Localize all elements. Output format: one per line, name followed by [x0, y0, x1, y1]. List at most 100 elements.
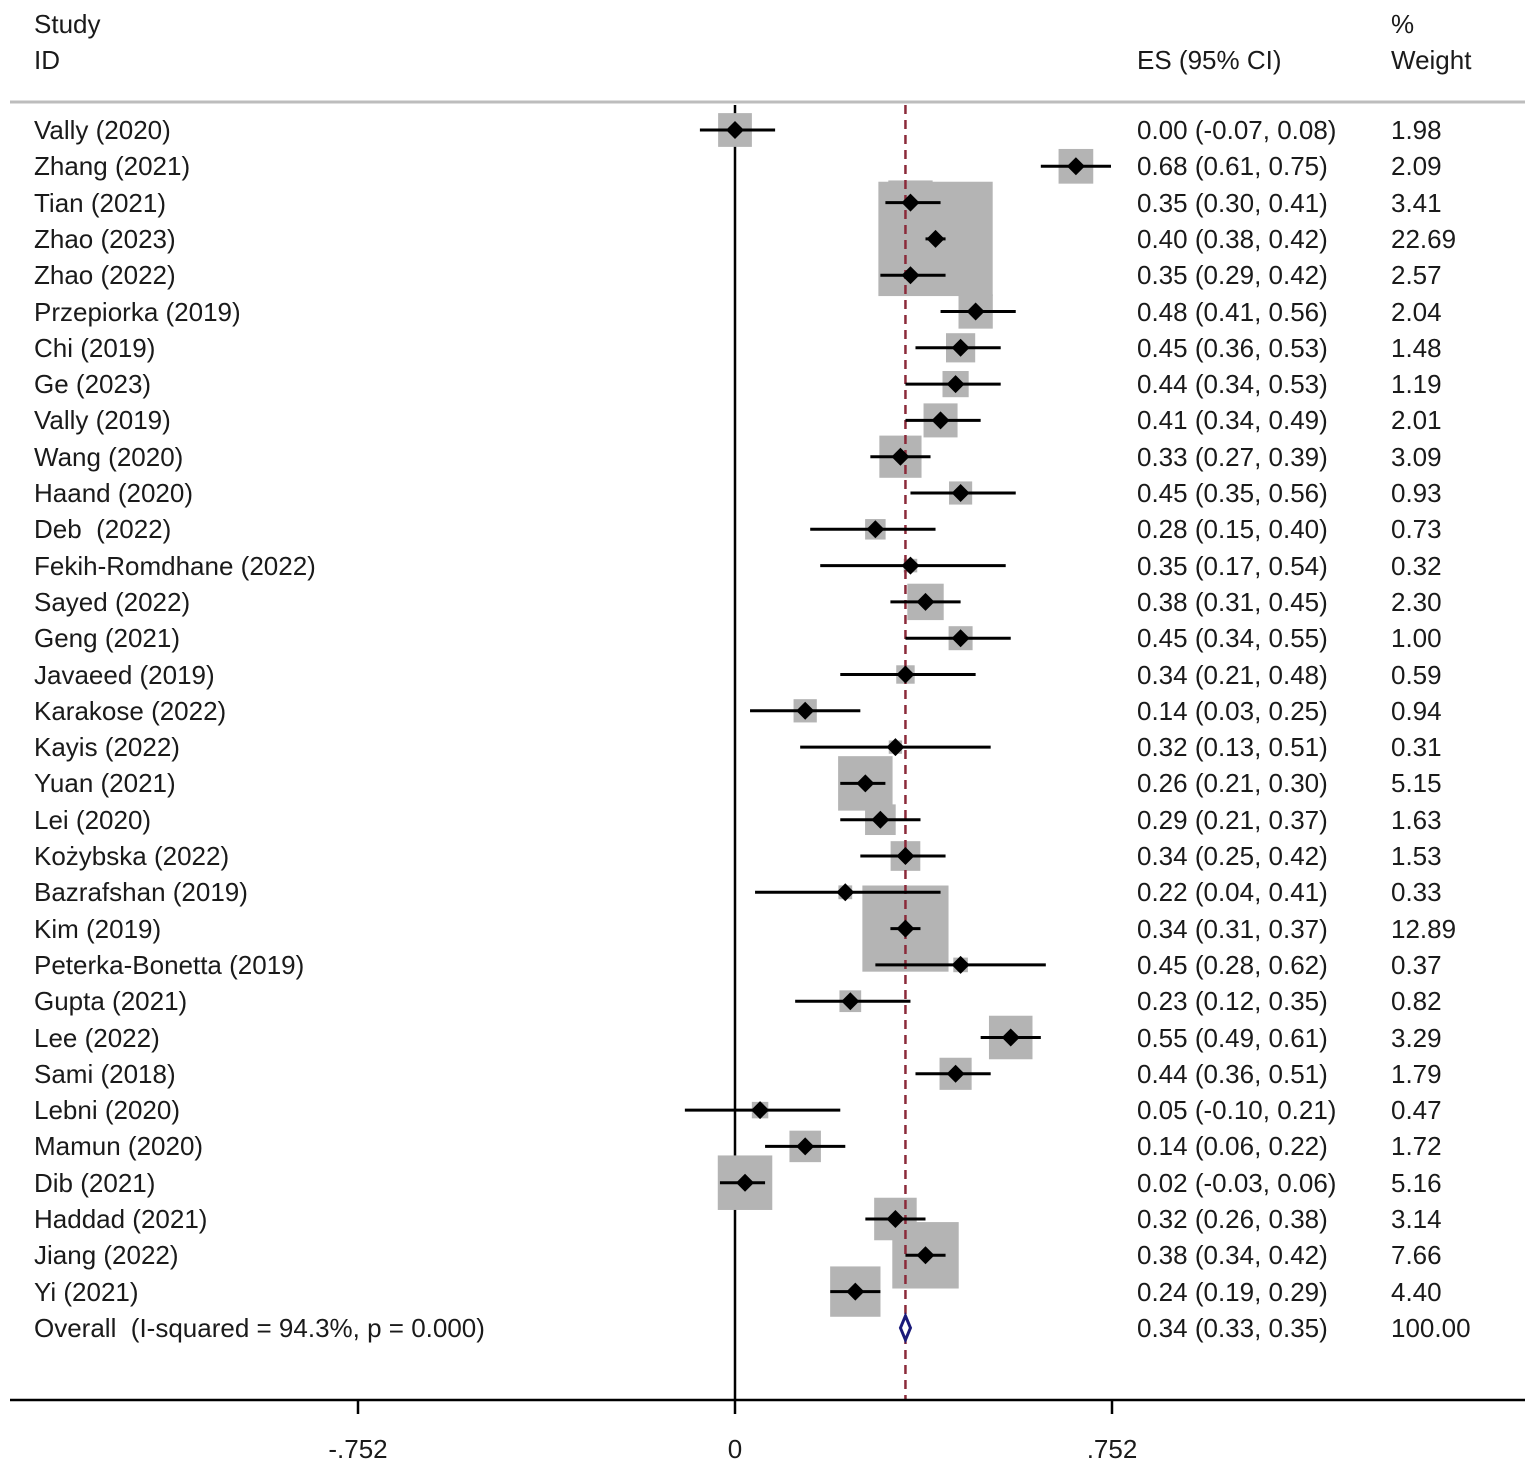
study-id-label: Deb (2022)	[34, 514, 172, 545]
es-ci-label: 0.28 (0.15, 0.40)	[1137, 514, 1328, 545]
study-id-label: Geng (2021)	[34, 623, 180, 654]
weight-label: 12.89	[1391, 913, 1457, 944]
study-id-label: Karakose (2022)	[34, 695, 227, 726]
es-ci-label: 0.34 (0.21, 0.48)	[1137, 659, 1328, 690]
point-estimate	[946, 1064, 965, 1083]
es-ci-label: 0.33 (0.27, 0.39)	[1137, 441, 1328, 472]
es-ci-label: 0.02 (-0.03, 0.06)	[1137, 1167, 1337, 1198]
study-header-line1: Study	[34, 9, 101, 39]
es-ci-label: 0.29 (0.21, 0.37)	[1137, 804, 1328, 835]
weight-header: % Weight	[1391, 6, 1471, 78]
study-id-label: Kayis (2022)	[34, 732, 180, 763]
point-estimate	[901, 556, 920, 575]
weight-label: 0.31	[1391, 732, 1442, 763]
overall-diamond	[898, 1312, 913, 1344]
study-id-label: Zhang (2021)	[34, 151, 191, 182]
study-id-label: Dib (2021)	[34, 1167, 156, 1198]
weight-label: 1.48	[1391, 332, 1442, 363]
study-id-label: Lebni (2020)	[34, 1095, 180, 1126]
es-ci-label: 0.48 (0.41, 0.56)	[1137, 296, 1328, 327]
es-ci-label: 0.44 (0.34, 0.53)	[1137, 369, 1328, 400]
point-estimate	[726, 121, 744, 139]
point-estimate	[856, 774, 875, 793]
es-ci-label: 0.05 (-0.10, 0.21)	[1137, 1095, 1337, 1126]
weight-label: 3.14	[1391, 1204, 1442, 1234]
study-id-label: Haand (2020)	[34, 478, 193, 508]
weight-label: 3.29	[1391, 1022, 1442, 1053]
es-ci-label: 0.41 (0.34, 0.49)	[1137, 405, 1328, 436]
point-estimate	[751, 1101, 770, 1120]
study-id-label: Kożybska (2022)	[34, 841, 230, 871]
es-ci-label: 0.22 (0.04, 0.41)	[1137, 877, 1328, 908]
weight-label: 0.47	[1391, 1095, 1442, 1126]
es-ci-label: 0.35 (0.17, 0.54)	[1137, 550, 1328, 581]
es-ci-label: 0.34 (0.25, 0.42)	[1137, 841, 1328, 871]
point-estimate	[896, 919, 915, 938]
study-id-label: Vally (2019)	[34, 405, 171, 436]
study-id-label: Fekih-Romdhane (2022)	[34, 550, 316, 581]
weight-label: 1.72	[1391, 1131, 1442, 1162]
point-estimate	[886, 1210, 905, 1228]
weight-header-line2: Weight	[1391, 45, 1472, 75]
weight-label: 1.98	[1391, 115, 1442, 145]
study-id-header: Study ID	[34, 6, 101, 78]
weight-label: 2.09	[1391, 151, 1442, 182]
weight-label: 0.73	[1391, 514, 1442, 545]
weight-label: 0.93	[1391, 478, 1442, 508]
weight-label: 5.16	[1391, 1167, 1442, 1198]
point-estimate	[931, 411, 950, 430]
study-id-label: Peterka-Bonetta (2019)	[34, 949, 305, 980]
point-estimate	[836, 883, 855, 902]
study-id-label: Lee (2022)	[34, 1022, 160, 1053]
point-estimate	[926, 229, 945, 248]
weight-label: 0.37	[1391, 949, 1442, 980]
es-ci-label: 0.45 (0.35, 0.56)	[1137, 478, 1328, 508]
es-ci-label: 0.00 (-0.07, 0.08)	[1137, 115, 1337, 145]
point-estimate	[841, 992, 860, 1011]
point-estimate	[966, 302, 985, 321]
overall-es-ci: 0.34 (0.33, 0.35)	[1137, 1312, 1328, 1343]
point-estimate	[886, 738, 905, 757]
es-ci-label: 0.24 (0.19, 0.29)	[1137, 1276, 1328, 1307]
weight-label: 0.32	[1391, 550, 1442, 581]
es-ci-label: 0.38 (0.34, 0.42)	[1137, 1240, 1328, 1271]
study-id-label: Yi (2021)	[34, 1276, 139, 1307]
es-ci-label: 0.44 (0.36, 0.51)	[1137, 1058, 1328, 1089]
es-ci-label: 0.38 (0.31, 0.45)	[1137, 586, 1328, 617]
weight-label: 2.04	[1391, 296, 1442, 327]
weight-label: 2.01	[1391, 405, 1442, 436]
x-tick-label: .752	[1087, 1434, 1138, 1464]
es-ci-label: 0.34 (0.31, 0.37)	[1137, 913, 1328, 944]
es-ci-label: 0.55 (0.49, 0.61)	[1137, 1022, 1328, 1053]
es-ci-label: 0.68 (0.61, 0.75)	[1137, 151, 1328, 182]
es-ci-label: 0.14 (0.03, 0.25)	[1137, 695, 1328, 726]
weight-label: 22.69	[1391, 223, 1457, 254]
study-id-label: Mamun (2020)	[34, 1131, 204, 1162]
study-id-label: Zhao (2023)	[34, 223, 176, 254]
point-estimate	[866, 520, 885, 539]
point-estimate	[916, 1246, 935, 1265]
weight-label: 3.09	[1391, 441, 1442, 472]
es-ci-label: 0.45 (0.34, 0.55)	[1137, 623, 1328, 654]
x-tick-label: -.752	[328, 1434, 387, 1464]
study-id-label: Ge (2023)	[34, 369, 152, 400]
point-estimate	[901, 193, 920, 212]
study-id-label: Bazrafshan (2019)	[34, 877, 248, 908]
weight-label: 1.63	[1391, 804, 1442, 835]
point-estimate	[846, 1282, 865, 1301]
study-id-label: Haddad (2021)	[34, 1204, 208, 1234]
point-estimate	[796, 1137, 815, 1156]
study-id-label: Kim (2019)	[34, 913, 162, 944]
weight-label: 1.19	[1391, 369, 1442, 400]
weight-label: 0.94	[1391, 695, 1442, 726]
es-ci-label: 0.45 (0.28, 0.62)	[1137, 949, 1328, 980]
study-header-line2: ID	[34, 45, 60, 75]
point-estimate	[736, 1173, 755, 1192]
weight-header-line1: %	[1391, 9, 1415, 39]
weight-label: 2.57	[1391, 260, 1442, 291]
study-id-label: Vally (2020)	[34, 115, 171, 145]
study-id-label: Zhao (2022)	[34, 260, 176, 291]
point-estimate	[896, 665, 915, 684]
es-ci-label: 0.14 (0.06, 0.22)	[1137, 1131, 1328, 1162]
